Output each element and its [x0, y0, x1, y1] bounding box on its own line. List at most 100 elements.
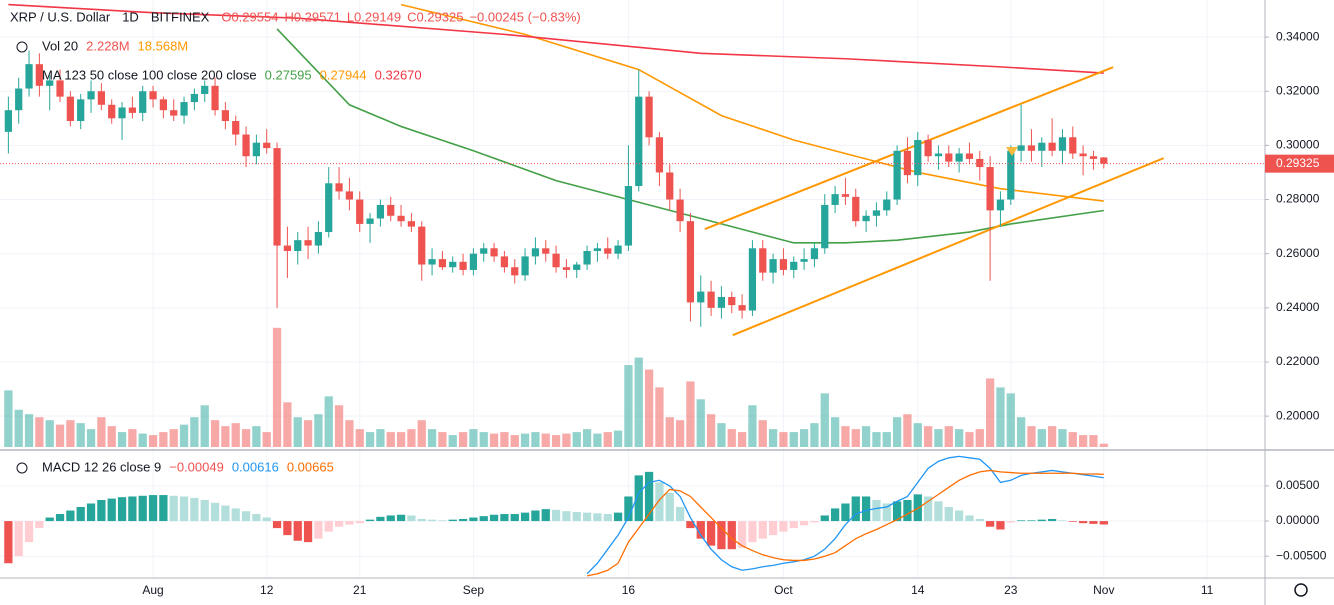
candle-body	[841, 194, 850, 197]
candle-body	[893, 150, 901, 200]
candle-body	[1069, 137, 1077, 154]
volume-bar	[882, 432, 891, 447]
candle-body	[759, 248, 767, 273]
candle-body	[666, 172, 674, 200]
volume-bar	[376, 429, 385, 447]
macd-histogram-bar	[1089, 521, 1098, 524]
macd-histogram-bar	[262, 517, 271, 522]
macd-histogram-bar	[35, 521, 44, 529]
candle-body	[986, 167, 994, 211]
volume-bar	[427, 429, 437, 447]
candle-body	[97, 91, 105, 105]
candle-body	[769, 259, 777, 273]
macd-histogram-bar	[407, 515, 416, 522]
macd-histogram-bar	[469, 517, 478, 522]
y-tick-label: 0.24000	[1276, 300, 1320, 314]
candle-body	[314, 232, 323, 246]
x-tick-label: Oct	[774, 583, 793, 597]
macd-histogram-bar	[841, 503, 850, 522]
candle-body	[552, 253, 560, 268]
volume-bar	[582, 429, 592, 447]
macd-histogram-bar	[1006, 521, 1015, 523]
macd-histogram-bar	[97, 499, 106, 522]
macd-histogram-bar	[872, 499, 881, 522]
candle-body	[583, 250, 591, 265]
volume-bar	[830, 417, 840, 447]
volume-bar	[334, 405, 344, 447]
macd-histogram-bar	[593, 513, 602, 522]
macd-histogram-bar	[438, 520, 447, 522]
candle-body	[965, 153, 974, 159]
x-tick-label: 12	[260, 583, 274, 597]
macd-histogram-bar	[717, 521, 726, 550]
legend-text: −0.00049	[169, 459, 224, 474]
macd-histogram-bar	[55, 514, 65, 522]
macd-histogram-bar	[159, 495, 168, 522]
x-tick-label: Nov	[1093, 583, 1114, 597]
candle-body	[56, 80, 64, 97]
volume-bar	[128, 429, 137, 447]
x-tick-label: Aug	[142, 583, 163, 597]
volume-bar	[603, 432, 612, 447]
macd-histogram-bar	[562, 511, 571, 522]
volume-bar	[210, 420, 220, 447]
volume-bar	[954, 429, 964, 447]
macd-histogram-bar	[283, 521, 292, 536]
candle-body	[645, 96, 653, 138]
macd-histogram-bar	[324, 521, 333, 532]
candle-body	[531, 248, 540, 257]
macd-histogram-bar	[665, 492, 674, 522]
macd-histogram-bar	[810, 521, 819, 523]
macd-histogram-bar	[500, 514, 509, 522]
candle-body	[335, 183, 343, 192]
legend-text: Vol 20	[42, 38, 78, 53]
macd-histogram-bar	[944, 507, 953, 522]
volume-bar	[1047, 426, 1057, 447]
macd-pane	[4, 455, 1108, 577]
volume-bar	[572, 432, 581, 447]
macd-histogram-bar	[4, 521, 13, 564]
candle-body	[273, 148, 281, 246]
candle-body	[128, 107, 136, 113]
volume-bar	[531, 432, 540, 447]
volume-bar	[820, 393, 829, 447]
volume-bar	[324, 396, 333, 447]
candle-body	[1089, 156, 1098, 159]
volume-bar	[24, 414, 34, 447]
trend-line	[732, 157, 1165, 337]
candle-body	[934, 153, 943, 157]
volume-bar	[365, 432, 375, 447]
volume-bar	[458, 432, 468, 447]
price-pane	[0, 3, 1265, 447]
settings-icon[interactable]	[1294, 583, 1308, 597]
macd-histogram-bar	[417, 518, 426, 522]
volume-bar	[613, 430, 623, 447]
macd-histogram-bar	[479, 516, 488, 522]
candle-body	[604, 248, 612, 254]
volume-bar	[241, 429, 251, 447]
legend-text: 0.00616	[232, 459, 279, 474]
candle-body	[748, 248, 757, 311]
volume-bar	[851, 429, 860, 447]
macd-histogram-bar	[892, 501, 902, 522]
volume-bar	[944, 426, 953, 447]
macd-histogram-bar	[1016, 520, 1026, 522]
candle-body	[511, 267, 519, 276]
volume-bar	[314, 414, 323, 447]
candle-body	[717, 297, 726, 308]
y-tick-label: 0.34000	[1276, 29, 1320, 43]
candle-body	[1100, 157, 1108, 164]
macd-histogram-bar	[520, 512, 530, 522]
macd-histogram-bar	[1078, 521, 1088, 524]
legend-text: MA 123 50 close 100 close 200 close	[42, 67, 257, 82]
macd-histogram-bar	[510, 514, 519, 522]
volume-bar	[1027, 426, 1036, 447]
macd-histogram-bar	[572, 511, 581, 522]
volume-bar	[293, 417, 302, 447]
volume-bar	[117, 432, 127, 447]
candle-body	[159, 99, 167, 111]
volume-bar	[706, 414, 716, 447]
macd-histogram-bar	[386, 515, 395, 522]
candle-body	[263, 142, 271, 149]
